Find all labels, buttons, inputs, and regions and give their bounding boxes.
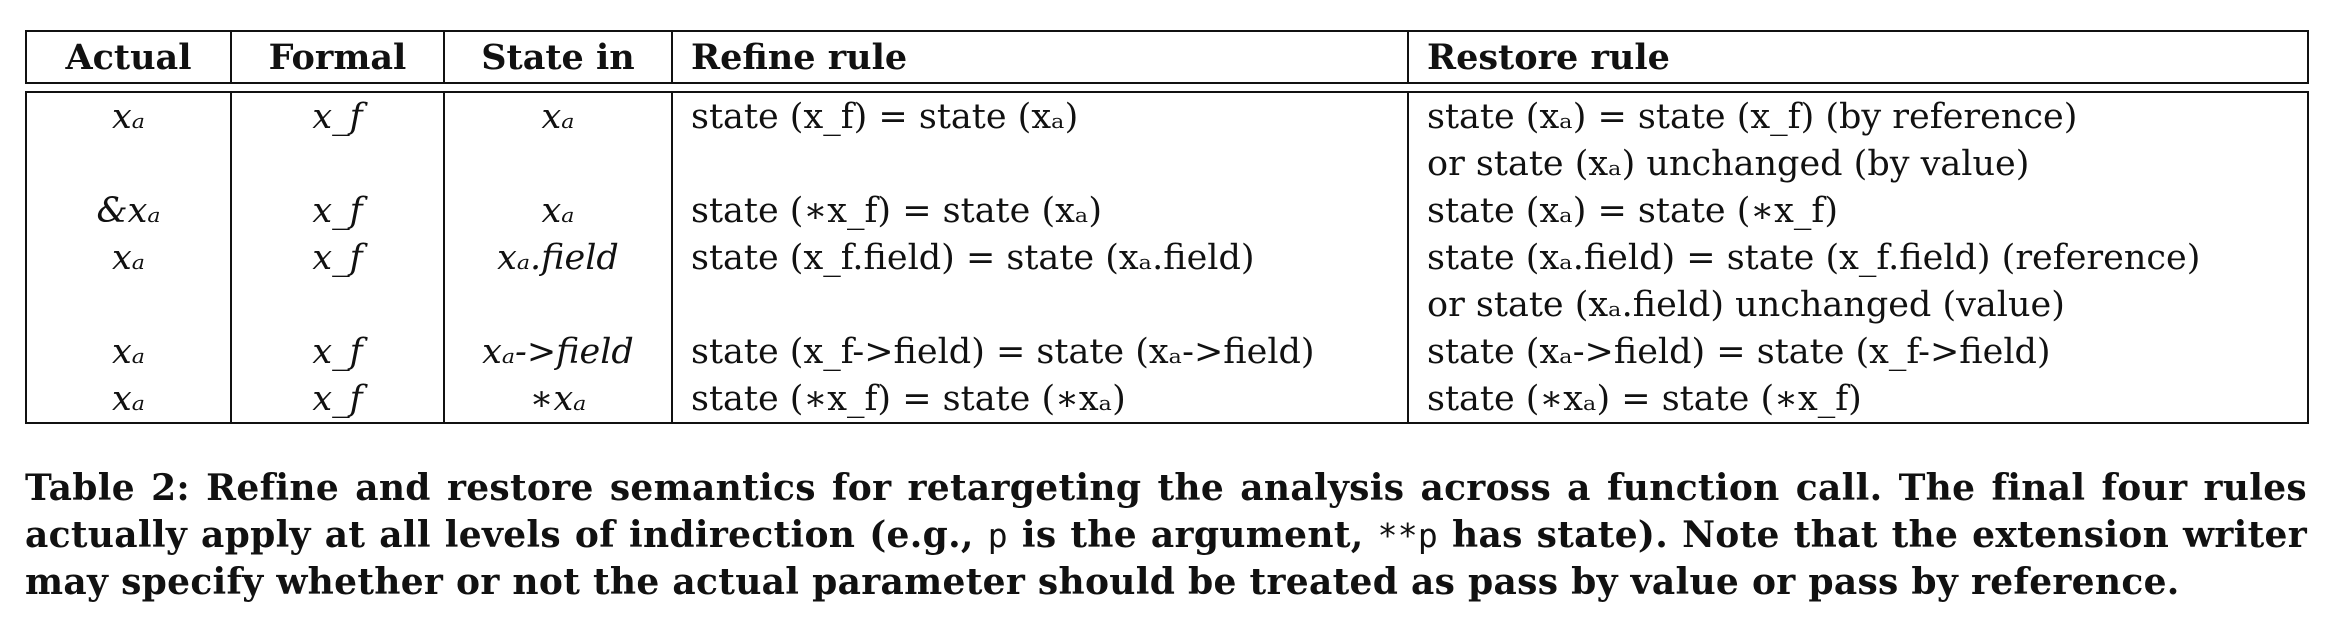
cell-actual: xₐ bbox=[25, 234, 232, 281]
caption-code-p: p bbox=[987, 516, 1008, 555]
table-row: xₐ x_f xₐ state (x_f) = state (xₐ) state… bbox=[25, 91, 2309, 140]
caption-text-2: is the argument, bbox=[1007, 514, 1378, 556]
cell-restore-rule: state (∗xₐ) = state (∗x_f) bbox=[1407, 375, 2309, 424]
cell-restore-rule: or state (xₐ) unchanged (by value) bbox=[1407, 140, 2309, 187]
cell-actual bbox=[25, 140, 232, 187]
cell-refine-rule: state (∗x_f) = state (∗xₐ) bbox=[671, 375, 1409, 424]
cell-actual: xₐ bbox=[25, 328, 232, 375]
cell-formal: x_f bbox=[230, 234, 445, 281]
cell-actual: &xₐ bbox=[25, 187, 232, 234]
cell-refine-rule: state (x_f.field) = state (xₐ.field) bbox=[671, 234, 1409, 281]
cell-state-in: xₐ bbox=[443, 91, 673, 140]
header-refine-rule: Refine rule bbox=[671, 30, 1409, 84]
cell-refine-rule bbox=[671, 281, 1409, 328]
header-formal: Formal bbox=[230, 30, 445, 84]
cell-formal bbox=[230, 281, 445, 328]
cell-actual: xₐ bbox=[25, 375, 232, 424]
caption-text-3: has state). Note that the extension writ… bbox=[25, 514, 2307, 603]
cell-formal: x_f bbox=[230, 187, 445, 234]
table-caption: Table 2: Refine and restore semantics fo… bbox=[25, 465, 2307, 606]
cell-state-in bbox=[443, 140, 673, 187]
table-row: or state (xₐ.field) unchanged (value) bbox=[25, 281, 2309, 328]
header-row: Actual Formal State in Refine rule Resto… bbox=[25, 30, 2309, 84]
cell-formal: x_f bbox=[230, 328, 445, 375]
semantics-table: Actual Formal State in Refine rule Resto… bbox=[25, 30, 2309, 424]
table-row: xₐ x_f ∗xₐ state (∗x_f) = state (∗xₐ) st… bbox=[25, 375, 2309, 424]
table-row: or state (xₐ) unchanged (by value) bbox=[25, 140, 2309, 187]
cell-state-in: xₐ bbox=[443, 187, 673, 234]
cell-state-in: ∗xₐ bbox=[443, 375, 673, 424]
cell-state-in: xₐ->field bbox=[443, 328, 673, 375]
cell-state-in bbox=[443, 281, 673, 328]
header-restore-rule: Restore rule bbox=[1407, 30, 2309, 84]
cell-restore-rule: state (xₐ->field) = state (x_f->field) bbox=[1407, 328, 2309, 375]
cell-restore-rule: or state (xₐ.field) unchanged (value) bbox=[1407, 281, 2309, 328]
table-row: xₐ x_f xₐ->field state (x_f->field) = st… bbox=[25, 328, 2309, 375]
header-state-in: State in bbox=[443, 30, 673, 84]
table-row: xₐ x_f xₐ.field state (x_f.field) = stat… bbox=[25, 234, 2309, 281]
cell-formal bbox=[230, 140, 445, 187]
cell-actual: xₐ bbox=[25, 91, 232, 140]
semantics-table-container: Actual Formal State in Refine rule Resto… bbox=[25, 30, 2309, 424]
cell-formal: x_f bbox=[230, 375, 445, 424]
cell-restore-rule: state (xₐ) = state (x_f) (by reference) bbox=[1407, 91, 2309, 140]
cell-refine-rule: state (x_f->field) = state (xₐ->field) bbox=[671, 328, 1409, 375]
cell-formal: x_f bbox=[230, 91, 445, 140]
table-row: &xₐ x_f xₐ state (∗x_f) = state (xₐ) sta… bbox=[25, 187, 2309, 234]
cell-restore-rule: state (xₐ.field) = state (x_f.field) (re… bbox=[1407, 234, 2309, 281]
cell-refine-rule: state (x_f) = state (xₐ) bbox=[671, 91, 1409, 140]
cell-restore-rule: state (xₐ) = state (∗x_f) bbox=[1407, 187, 2309, 234]
caption-text-1: Table 2: Refine and restore semantics fo… bbox=[25, 467, 2307, 556]
cell-refine-rule bbox=[671, 140, 1409, 187]
cell-state-in: xₐ.field bbox=[443, 234, 673, 281]
cell-refine-rule: state (∗x_f) = state (xₐ) bbox=[671, 187, 1409, 234]
cell-actual bbox=[25, 281, 232, 328]
header-actual: Actual bbox=[25, 30, 232, 84]
caption-code-double-deref-p: **p bbox=[1377, 516, 1439, 555]
